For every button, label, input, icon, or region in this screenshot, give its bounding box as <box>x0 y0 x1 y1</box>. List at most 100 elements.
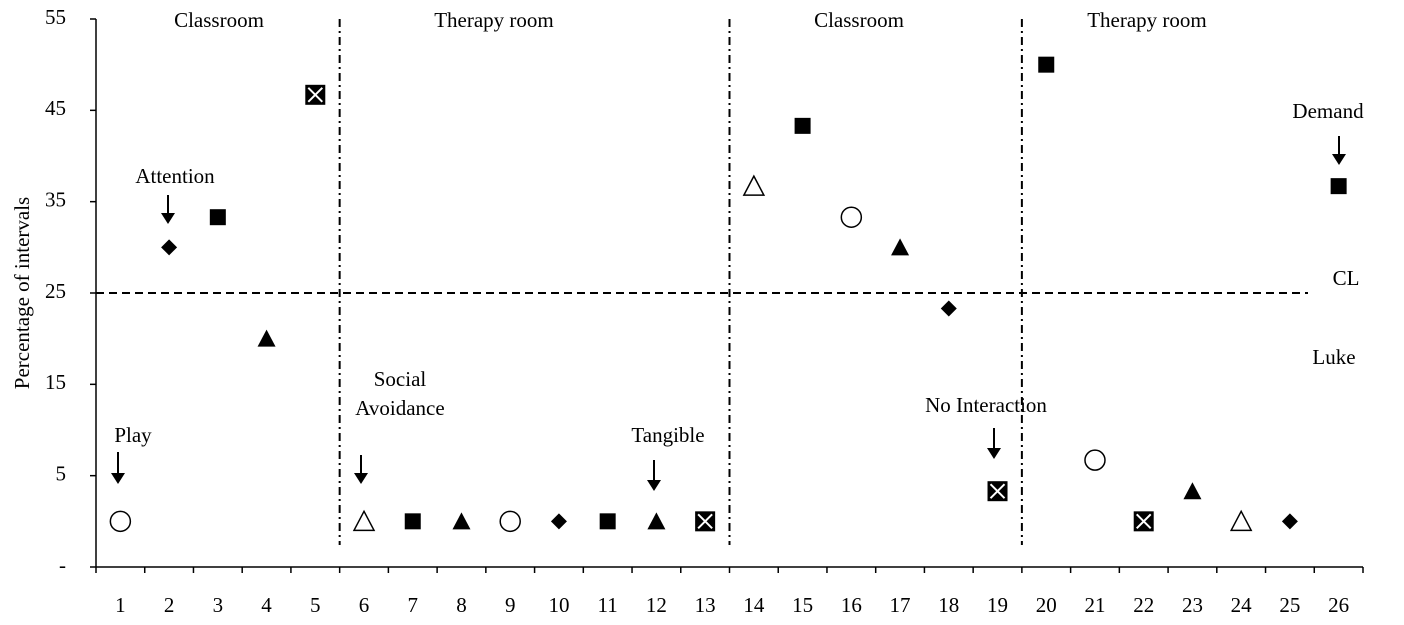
marker-shape <box>742 174 766 196</box>
annotation: Play <box>114 423 152 447</box>
annotation: Tangible <box>631 423 704 447</box>
annotation-arrowhead <box>647 480 661 491</box>
x-tick-label: 11 <box>598 593 618 617</box>
data-point <box>1084 449 1106 471</box>
annotation: Attention <box>135 164 215 188</box>
data-point <box>840 206 863 228</box>
marker-shape <box>307 87 323 103</box>
marker-shape <box>1229 509 1253 532</box>
phase-label: Classroom <box>814 8 904 32</box>
marker-shape <box>257 329 276 347</box>
marker-shape <box>209 209 226 226</box>
data-point <box>1133 511 1154 532</box>
x-tick-label: 20 <box>1036 593 1057 617</box>
x-tick-label: 15 <box>792 593 813 617</box>
y-tick-label: 55 <box>45 5 66 29</box>
annotation-arrowhead <box>354 473 368 484</box>
marker-shape <box>989 483 1006 499</box>
data-point <box>305 84 326 105</box>
x-tick-label: 23 <box>1182 593 1203 617</box>
x-tick-label: 19 <box>987 593 1008 617</box>
marker-shape <box>404 513 421 530</box>
marker-shape <box>599 513 616 530</box>
x-tick-label: 26 <box>1328 593 1349 617</box>
x-tick-label: 25 <box>1279 593 1300 617</box>
data-point <box>794 117 811 134</box>
marker-shape <box>1136 513 1152 530</box>
y-tick-label: 25 <box>45 279 66 303</box>
x-tick-label: 1 <box>115 593 126 617</box>
data-point <box>987 481 1008 502</box>
participant-label: Luke <box>1312 345 1355 369</box>
marker-shape <box>452 512 471 530</box>
data-point <box>1229 509 1253 532</box>
x-tick-label: 10 <box>548 593 569 617</box>
x-tick-label: 21 <box>1084 593 1105 617</box>
annotation: No Interaction <box>925 393 1047 417</box>
x-tick-label: 16 <box>841 593 862 617</box>
x-tick-label: 17 <box>890 593 911 617</box>
data-point <box>550 513 567 530</box>
data-point <box>695 511 716 532</box>
annotation-arrowhead <box>161 213 175 224</box>
marker-shape <box>109 510 132 533</box>
annotation-arrowhead <box>111 473 125 484</box>
marker-shape <box>352 509 376 532</box>
annotation: Demand <box>1292 99 1364 123</box>
y-tick-label: 5 <box>56 461 67 485</box>
data-point <box>940 300 957 317</box>
marker-shape <box>499 510 521 533</box>
y-tick-label: 45 <box>45 96 66 120</box>
annotation: Social <box>374 367 427 391</box>
x-tick-label: 12 <box>646 593 667 617</box>
data-point <box>742 174 766 196</box>
y-tick-label: - <box>59 553 66 577</box>
marker-shape <box>840 206 863 228</box>
data-point <box>1038 56 1055 73</box>
data-point <box>647 512 666 530</box>
annotation-arrowhead <box>1332 154 1346 165</box>
phase-label: Therapy room <box>434 8 554 32</box>
marker-shape <box>1281 513 1298 530</box>
marker-shape <box>1084 449 1106 471</box>
marker-shape <box>161 239 178 256</box>
data-point <box>891 238 910 256</box>
data-point <box>257 329 276 347</box>
y-tick-label: 15 <box>45 370 66 394</box>
phase-label: Therapy room <box>1087 8 1207 32</box>
marker-shape <box>940 300 957 317</box>
x-tick-label: 2 <box>164 593 175 617</box>
data-point <box>499 510 521 533</box>
data-point <box>109 510 132 533</box>
y-axis-label: Percentage of intervals <box>10 197 34 389</box>
data-point <box>404 513 421 530</box>
annotation-arrowhead <box>987 448 1001 459</box>
x-tick-label: 8 <box>456 593 467 617</box>
data-point <box>161 239 178 256</box>
annotation: Avoidance <box>355 396 444 420</box>
marker-shape <box>1038 56 1055 73</box>
marker-shape <box>647 512 666 530</box>
marker-shape <box>550 513 567 530</box>
reference-label: CL <box>1333 266 1360 290</box>
marker-shape <box>697 513 713 530</box>
phase-label: Classroom <box>174 8 264 32</box>
x-tick-label: 14 <box>743 593 765 617</box>
data-point <box>352 509 376 532</box>
data-point <box>1183 482 1202 500</box>
x-tick-label: 22 <box>1133 593 1154 617</box>
x-tick-label: 5 <box>310 593 321 617</box>
x-tick-label: 24 <box>1231 593 1253 617</box>
x-tick-label: 13 <box>695 593 716 617</box>
data-point <box>452 512 471 530</box>
x-tick-label: 4 <box>261 593 272 617</box>
marker-shape <box>1330 178 1347 195</box>
marker-shape <box>794 117 811 134</box>
marker-shape <box>891 238 910 256</box>
y-tick-label: 35 <box>45 187 66 211</box>
x-tick-label: 6 <box>359 593 370 617</box>
marker-shape <box>1183 482 1202 500</box>
x-tick-label: 7 <box>408 593 419 617</box>
x-tick-label: 18 <box>938 593 959 617</box>
